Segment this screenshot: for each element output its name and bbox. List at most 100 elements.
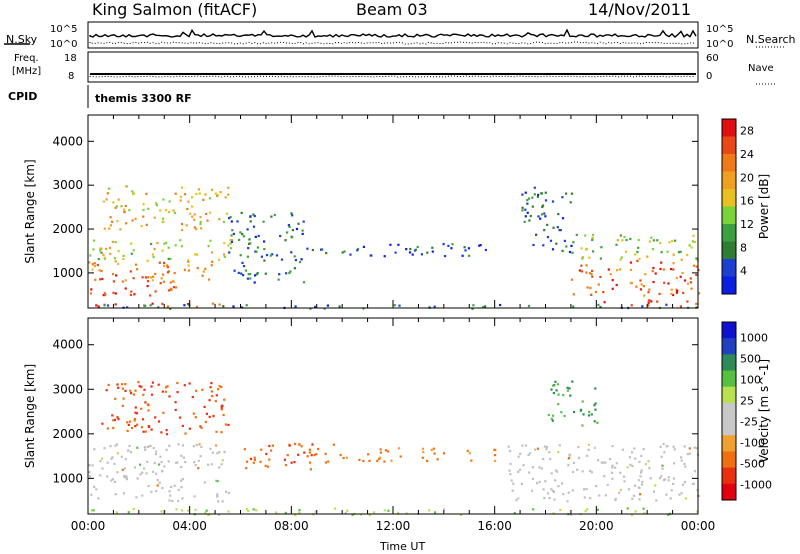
velocity-pixel xyxy=(334,507,337,510)
power-pixel xyxy=(356,247,360,251)
power-pixel xyxy=(89,254,92,257)
power-pixel xyxy=(451,243,454,246)
velocity-pixel xyxy=(146,446,149,449)
velocity-pixel xyxy=(116,471,119,474)
power-colorbar-segment xyxy=(722,189,736,207)
velocity-pixel xyxy=(175,461,178,464)
power-pixel xyxy=(147,276,150,279)
power-pixel xyxy=(571,251,574,254)
power-pixel xyxy=(162,220,165,223)
power-pixel xyxy=(191,205,194,208)
velocity-pixel xyxy=(396,512,400,515)
power-pixel xyxy=(647,291,650,294)
power-pixel xyxy=(156,242,159,245)
power-pixel xyxy=(326,304,329,307)
power-pixel xyxy=(147,207,150,210)
velocity-pixel xyxy=(260,448,263,451)
velocity-pixel xyxy=(218,451,221,454)
power-pixel xyxy=(229,242,232,245)
velocity-pixel xyxy=(584,510,587,513)
velocity-pixel xyxy=(344,511,347,515)
velocity-pixel xyxy=(648,467,651,470)
power-pixel xyxy=(672,268,675,271)
power-pixel xyxy=(154,290,157,293)
velocity-pixel xyxy=(100,457,104,460)
velocity-pixel xyxy=(528,452,532,455)
velocity-pixel xyxy=(317,447,320,451)
velocity-pixel xyxy=(168,490,171,493)
power-pixel xyxy=(124,287,127,290)
velocity-pixel xyxy=(549,457,552,460)
velocity-pixel xyxy=(332,443,335,446)
power-pixel xyxy=(159,282,162,285)
noise-tick-left-high: 10^5 xyxy=(50,24,78,35)
velocity-pixel xyxy=(596,421,599,424)
power-pixel xyxy=(102,253,105,256)
velocity-pixel xyxy=(660,475,663,478)
power-pixel xyxy=(670,288,673,291)
power-pixel xyxy=(162,198,165,201)
power-pixel xyxy=(591,238,594,241)
power-pixel xyxy=(111,220,114,223)
power-pixel xyxy=(637,246,640,249)
velocity-pixel xyxy=(270,449,273,452)
velocity-pixel xyxy=(293,442,297,446)
velocity-pixel xyxy=(133,466,137,469)
power-pixel xyxy=(136,268,139,271)
velocity-pixel xyxy=(221,404,224,407)
power-colorbar-segment xyxy=(722,224,736,242)
power-pixel xyxy=(301,232,304,235)
power-pixel xyxy=(200,227,203,230)
power-pixel xyxy=(588,256,591,259)
velocity-scatter xyxy=(88,380,700,517)
power-pixel xyxy=(584,234,587,237)
velocity-pixel xyxy=(569,394,572,397)
velocity-pixel xyxy=(220,431,223,434)
power-pixel xyxy=(686,253,689,257)
power-pixel xyxy=(689,281,693,284)
power-pixel xyxy=(237,271,240,274)
velocity-pixel xyxy=(125,476,128,479)
power-pixel xyxy=(245,304,248,307)
velocity-pixel xyxy=(637,479,640,482)
velocity-pixel xyxy=(587,448,590,451)
power-pixel xyxy=(142,203,145,206)
power-pixel xyxy=(521,209,524,212)
velocity-pixel xyxy=(519,452,522,455)
velocity-pixel xyxy=(223,398,226,401)
power-colorbar-tick: 8 xyxy=(740,241,747,254)
velocity-pixel xyxy=(147,409,150,412)
power-pixel xyxy=(524,208,527,211)
velocity-pixel xyxy=(133,419,136,422)
velocity-pixel xyxy=(468,452,471,455)
power-pixel xyxy=(242,274,245,277)
velocity-pixel xyxy=(644,462,647,466)
velocity-pixel xyxy=(422,450,425,454)
power-pixel xyxy=(271,253,274,256)
velocity-pixel xyxy=(140,385,143,388)
velocity-pixel xyxy=(177,488,180,491)
velocity-pixel xyxy=(193,495,196,498)
velocity-pixel xyxy=(112,426,115,430)
power-pixel xyxy=(151,253,154,256)
power-pixel xyxy=(599,275,602,279)
velocity-pixel xyxy=(135,412,139,415)
velocity-pixel xyxy=(90,509,93,512)
velocity-pixel xyxy=(152,470,155,473)
velocity-pixel xyxy=(184,432,187,435)
power-pixel xyxy=(161,302,164,305)
power-pixel xyxy=(170,288,173,291)
power-pixel xyxy=(590,293,593,296)
velocity-colorbar-segment xyxy=(722,338,736,355)
power-colorbar-tick: 20 xyxy=(740,171,754,184)
power-pixel xyxy=(92,248,95,251)
velocity-pixel xyxy=(220,463,223,466)
velocity-pixel xyxy=(115,511,118,514)
power-pixel xyxy=(581,256,584,259)
power-ytick-label: 2000 xyxy=(52,222,83,236)
power-pixel xyxy=(570,192,573,195)
velocity-pixel xyxy=(137,381,140,384)
power-region-1 xyxy=(89,274,178,297)
velocity-pixel xyxy=(517,455,520,458)
power-pixel xyxy=(163,264,166,267)
